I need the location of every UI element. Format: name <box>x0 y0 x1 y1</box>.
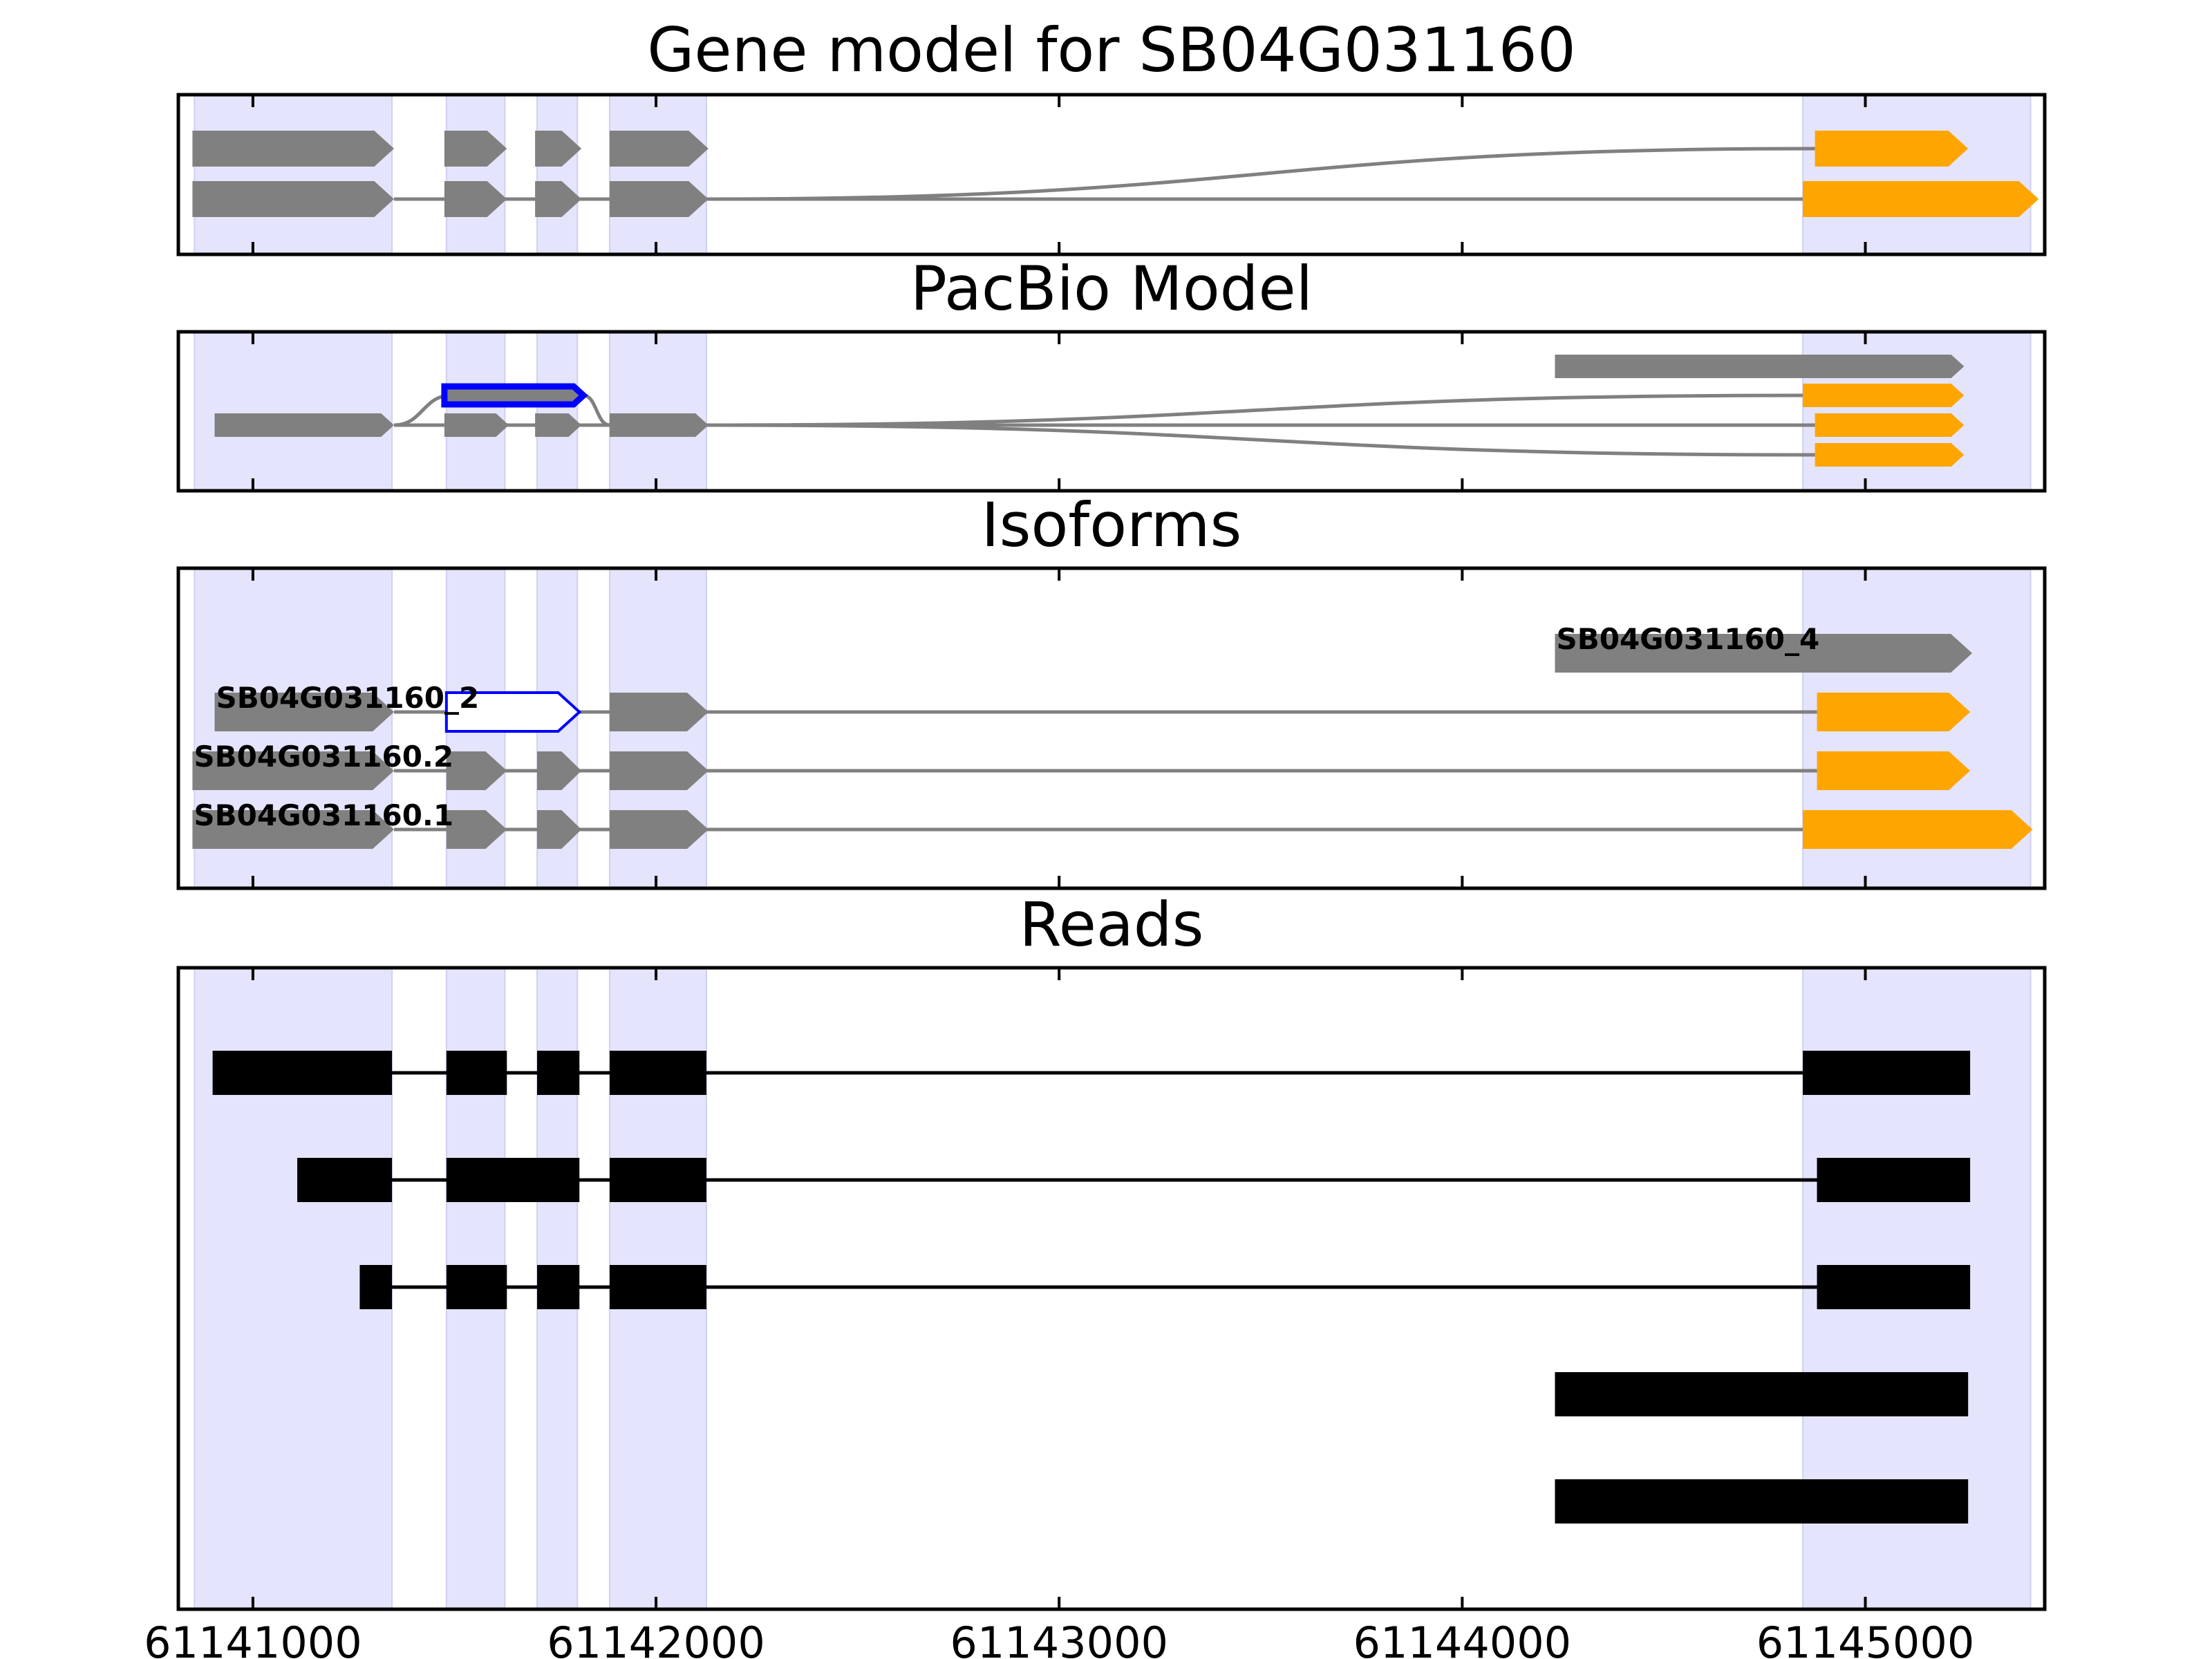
read-block <box>297 1158 393 1202</box>
highlight-branch-curve <box>583 393 610 427</box>
exon <box>214 413 394 437</box>
panel-frame <box>176 966 2047 1611</box>
isoform-label: SB04G031160_2 <box>216 681 479 715</box>
read-block <box>359 1265 393 1309</box>
read-block <box>1555 1479 1969 1524</box>
exon <box>192 131 394 167</box>
x-tick-label: 61143000 <box>950 1618 1168 1659</box>
shaded-exon-region <box>536 94 579 255</box>
x-tick-label: 61145000 <box>1756 1618 1975 1659</box>
exon <box>192 751 394 790</box>
alt-exon <box>1815 413 1965 437</box>
read-block <box>446 1158 580 1202</box>
x-axis: 61141000 61142000 61143000 61144000 61145000 <box>144 1618 1974 1659</box>
read-block <box>537 1051 580 1095</box>
panel-frame <box>176 566 2047 890</box>
panel-1: Gene model for SB04G031160 <box>176 15 2047 256</box>
exon <box>609 751 709 790</box>
panel-title: Gene model for SB04G031160 <box>647 15 1576 86</box>
highlighted-exon <box>441 383 588 408</box>
shaded-exon-region <box>445 94 506 255</box>
alt-exon <box>1815 131 1969 167</box>
read-block <box>609 1158 706 1202</box>
alt-exon <box>1803 384 1965 407</box>
panel-title: Reads <box>1020 889 1204 960</box>
exon <box>537 810 582 849</box>
exon <box>609 693 709 731</box>
splice-branch-curve <box>708 393 1803 427</box>
read-block <box>446 1051 507 1095</box>
read-block <box>1803 1051 1971 1095</box>
exon <box>535 181 582 217</box>
alt-exon <box>1817 693 1971 731</box>
shaded-exon-region <box>1802 94 2032 255</box>
exon <box>446 810 507 849</box>
alt-exon <box>1803 810 2033 849</box>
exon <box>192 810 394 849</box>
exon <box>446 751 507 790</box>
exon <box>192 181 394 217</box>
exon <box>609 413 709 437</box>
panel-title: PacBio Model <box>910 253 1313 324</box>
exon <box>537 751 582 790</box>
read-block <box>1817 1158 1971 1202</box>
read-block <box>537 1265 580 1309</box>
isoform-label: SB04G031160.1 <box>194 798 453 832</box>
splice-branch-curve <box>708 423 1815 457</box>
shaded-exon-region <box>194 94 393 255</box>
panel-title: Isoforms <box>982 489 1242 561</box>
panel-2: PacBio Model <box>176 253 2047 493</box>
exon <box>1555 634 1973 673</box>
highlighted-exon <box>444 691 582 733</box>
exon <box>444 413 509 437</box>
read-block <box>212 1051 393 1095</box>
x-tick-label: 61144000 <box>1353 1618 1572 1659</box>
panel-3: SB04G031160_4 SB04G031160_2 SB04G031160.2 S… <box>176 489 2047 890</box>
isoform-label: SB04G031160.2 <box>194 740 453 774</box>
exon <box>609 810 709 849</box>
exon <box>609 131 709 167</box>
read-block <box>446 1265 507 1309</box>
exon <box>444 131 507 167</box>
panel-frame <box>176 330 2047 493</box>
exon <box>535 131 582 167</box>
exon <box>1555 355 1965 378</box>
alt-exon <box>1817 751 1971 790</box>
shaded-exon-region <box>536 331 579 491</box>
exon <box>609 181 709 217</box>
exon <box>444 181 507 217</box>
read-block <box>1817 1265 1971 1309</box>
read-block <box>1555 1372 1969 1416</box>
shaded-exon-region <box>608 331 707 491</box>
shaded-exon-region <box>445 331 506 491</box>
splice-branch-curve <box>708 147 1815 201</box>
shaded-exon-region <box>194 331 393 491</box>
isoform-label: SB04G031160_4 <box>1556 622 1819 656</box>
x-tick-label: 61141000 <box>144 1618 362 1659</box>
panel-frame <box>176 93 2047 256</box>
read-block <box>609 1265 706 1309</box>
x-tick-label: 61142000 <box>547 1618 765 1659</box>
shaded-exon-region <box>608 94 707 255</box>
exon <box>214 693 394 731</box>
exon <box>535 413 582 437</box>
read-block <box>609 1051 706 1095</box>
panels-layer: Gene model for SB04G031160 PacBio Model SB… <box>176 15 2047 1611</box>
panel-4: Reads <box>176 889 2047 1611</box>
alt-exon <box>1803 181 2039 217</box>
alt-exon <box>1815 443 1965 467</box>
